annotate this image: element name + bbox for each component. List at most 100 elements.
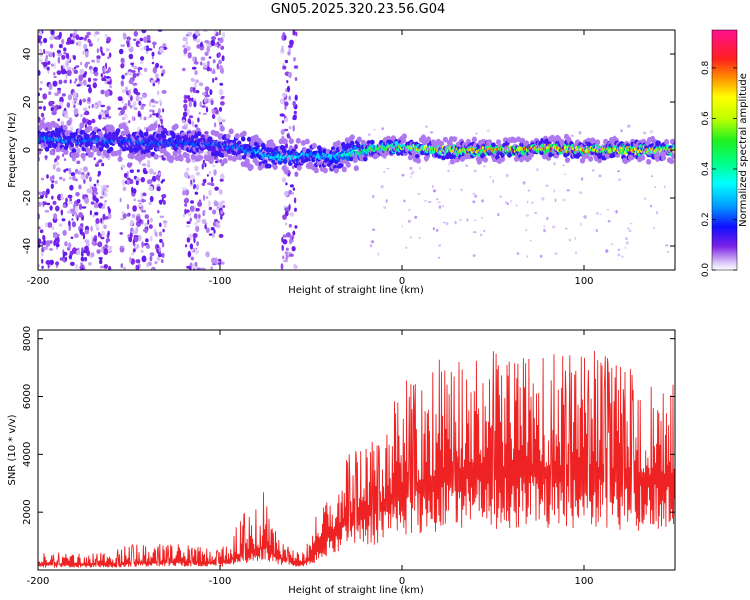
noise-speck <box>288 71 292 79</box>
noise-speck <box>117 107 123 110</box>
noise-speck <box>127 99 131 107</box>
noise-speck <box>104 200 107 203</box>
noise-speck <box>282 234 288 238</box>
noise-speck <box>61 218 66 222</box>
noise-speck <box>206 150 211 156</box>
noise-speck <box>101 205 106 209</box>
noise-speck <box>373 128 376 131</box>
noise-speck <box>286 133 290 138</box>
noise-speck <box>87 97 91 102</box>
noise-speck <box>282 65 287 70</box>
noise-speck <box>59 96 64 104</box>
noise-speck <box>133 236 139 243</box>
noise-speck <box>62 153 65 158</box>
noise-speck <box>615 210 618 214</box>
ridge-cell <box>278 138 284 145</box>
noise-speck <box>198 82 204 87</box>
noise-speck <box>84 197 90 204</box>
noise-speck <box>104 216 109 220</box>
ridge-cell <box>70 142 74 148</box>
noise-speck <box>194 70 198 76</box>
noise-speck <box>69 208 75 213</box>
noise-speck <box>100 104 106 108</box>
noise-speck <box>82 98 87 103</box>
ridge-cell <box>38 125 43 131</box>
noise-speck <box>46 66 50 71</box>
noise-speck <box>137 199 142 203</box>
noise-speck <box>109 85 112 89</box>
ridge-cell <box>184 134 189 139</box>
ridge-cell <box>349 134 355 141</box>
noise-speck <box>55 243 60 248</box>
noise-speck <box>65 73 68 80</box>
noise-speck <box>194 124 198 128</box>
noise-speck <box>284 59 289 64</box>
noise-speck <box>105 76 111 79</box>
noise-speck <box>148 168 154 175</box>
noise-speck <box>294 171 299 177</box>
noise-speck <box>487 129 490 133</box>
noise-speck <box>159 222 162 227</box>
noise-specks <box>38 30 674 270</box>
noise-speck <box>87 77 92 83</box>
noise-speck <box>436 198 439 201</box>
noise-speck <box>50 183 54 189</box>
noise-speck <box>592 169 595 172</box>
noise-speck <box>60 193 63 199</box>
noise-speck <box>214 186 219 191</box>
noise-speck <box>526 200 529 204</box>
ridge-cell <box>447 141 453 148</box>
noise-speck <box>218 59 222 65</box>
noise-speck <box>129 105 133 109</box>
noise-speck <box>93 104 98 109</box>
noise-speck <box>290 239 294 243</box>
noise-speck <box>162 108 165 113</box>
noise-speck <box>106 81 112 85</box>
noise-speck <box>204 162 207 168</box>
noise-speck <box>145 244 151 249</box>
noise-speck <box>155 62 160 68</box>
noise-speck <box>92 214 95 218</box>
noise-speck <box>52 51 55 58</box>
noise-speck <box>199 101 202 108</box>
noise-speck <box>540 254 543 258</box>
noise-speck <box>214 122 217 128</box>
noise-speck <box>64 241 68 247</box>
noise-speck <box>130 95 133 102</box>
noise-speck <box>100 89 105 95</box>
noise-speck <box>295 31 298 37</box>
noise-speck <box>38 226 41 230</box>
noise-speck <box>140 47 143 51</box>
noise-speck <box>38 106 43 110</box>
noise-speck <box>199 41 203 48</box>
noise-speck <box>663 185 666 188</box>
noise-speck <box>152 113 157 116</box>
ridge-cell <box>420 134 426 141</box>
noise-speck <box>218 88 224 96</box>
noise-speck <box>289 237 293 245</box>
noise-speck <box>119 197 122 203</box>
noise-speck <box>49 176 53 182</box>
ridge-cell <box>173 123 179 130</box>
noise-speck <box>50 63 54 67</box>
noise-speck <box>574 236 577 240</box>
noise-speck <box>99 111 104 116</box>
snr-x-axis: -200 -100 0 100 <box>27 330 594 587</box>
noise-speck <box>191 264 196 269</box>
noise-speck <box>103 224 107 229</box>
noise-speck <box>214 160 219 164</box>
noise-speck <box>194 30 200 36</box>
y-tick-label: -40 <box>22 238 33 254</box>
noise-speck <box>282 239 288 245</box>
noise-speck <box>46 188 50 195</box>
ridge-cell <box>272 164 278 171</box>
noise-speck <box>217 262 222 265</box>
ridge-cell <box>116 149 122 156</box>
noise-speck <box>119 245 125 249</box>
noise-speck <box>96 223 99 230</box>
noise-speck <box>86 84 91 87</box>
ridge-cell <box>353 165 359 172</box>
noise-speck <box>124 114 128 119</box>
noise-speck <box>157 108 161 114</box>
noise-speck <box>408 219 411 223</box>
